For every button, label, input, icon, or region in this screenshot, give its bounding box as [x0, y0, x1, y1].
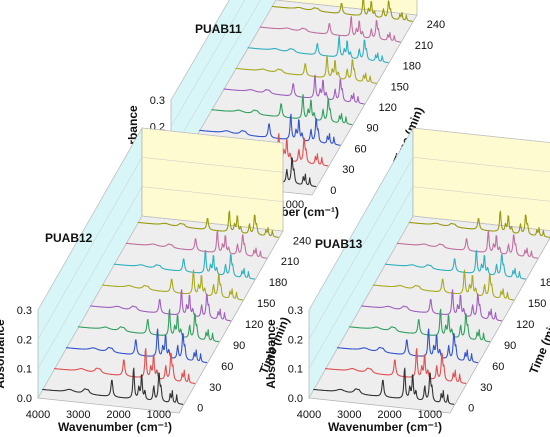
spectrum-trace-90min [78, 308, 220, 343]
panel-title: PUAB13 [315, 237, 363, 251]
spectrum-trace-120min [89, 289, 232, 322]
spectrum-trace-90min [349, 308, 491, 343]
y-tick-label: 0.0 [17, 393, 32, 405]
spectrum-trace-240min [271, 0, 413, 22]
x-tick-label: 1000 [418, 409, 442, 421]
y-axis-label: Absorbance [0, 319, 7, 389]
time-tick-label: 150 [257, 298, 275, 310]
spectrum-trace-180min [113, 249, 256, 280]
x-axis-label: Wavenumber (cm⁻¹) [328, 420, 442, 434]
gridline [170, 0, 261, 154]
time-tick-label: 210 [415, 40, 433, 52]
spectrum-trace-180min [384, 249, 527, 280]
y-tick-label: 0.3 [150, 95, 165, 107]
time-tick-label: 30 [342, 164, 354, 176]
spectrum-trace-120min [360, 289, 503, 322]
x-tick-label: 2000 [377, 409, 401, 421]
time-tick-label: 90 [233, 340, 245, 352]
spectrum-trace-150min [372, 269, 515, 301]
gridline [37, 186, 284, 369]
spectrum-trace-30min [54, 348, 196, 385]
time-tick-label: 150 [391, 81, 409, 93]
gridline [170, 0, 230, 101]
x-tick-label: 1000 [147, 409, 171, 421]
spectrum-trace-240min [408, 210, 550, 238]
time-tick-label: 240 [427, 19, 445, 31]
y-axis-label: Absorbance [264, 319, 278, 389]
spectrum-trace-90min [211, 94, 353, 126]
y-tick-label: 0.2 [288, 334, 303, 346]
x-tick-label: 3000 [337, 409, 361, 421]
x-tick-label: 1000 [280, 199, 304, 211]
x-tick-label: 4000 [26, 409, 50, 421]
time-tick-label: 60 [221, 361, 233, 373]
spectrum-trace-150min [101, 269, 244, 301]
time-tick-label: 0 [468, 403, 474, 415]
time-tick-label: 240 [293, 235, 311, 247]
back-wall [141, 127, 284, 232]
time-tick-label: 120 [245, 319, 263, 331]
time-tick-label: 30 [209, 382, 221, 394]
spectrum-trace-60min [66, 328, 208, 364]
time-tick-label: 180 [403, 61, 421, 73]
y-tick-label: 0.2 [17, 334, 32, 346]
gridline [37, 157, 284, 340]
x-axis-label: Wavenumber (cm⁻¹) [58, 420, 172, 434]
time-tick-label: 60 [492, 361, 504, 373]
y-tick-label: 0.3 [17, 305, 32, 317]
time-tick-label: 90 [366, 123, 378, 135]
spectrum-trace-210min [259, 15, 401, 43]
time-tick-label: 180 [269, 277, 287, 289]
spectrum-trace-180min [247, 35, 389, 64]
time-tick-label: 0 [197, 403, 203, 415]
time-tick-label: 120 [516, 319, 534, 331]
spectrum-trace-0min [313, 367, 455, 405]
time-tick-label: 180 [540, 277, 550, 289]
gridline [37, 127, 284, 311]
x-tick-label: 2000 [106, 409, 130, 421]
spectrum-trace-60min [199, 113, 341, 146]
spectrum-trace-240min [137, 210, 279, 238]
spectrum-trace-30min [325, 348, 467, 385]
y-tick-label: 0.0 [288, 393, 303, 405]
y-tick-label: 0.3 [288, 305, 303, 317]
panel-puab13: 24021018015012090603000.00.10.20.3400030… [264, 126, 550, 434]
time-tick-label: 120 [379, 102, 397, 114]
x-tick-label: 3000 [66, 409, 90, 421]
gridline [308, 157, 550, 340]
time-tick-label: 0 [330, 185, 336, 197]
spectrum-trace-120min [223, 74, 365, 105]
time-tick-label: 60 [354, 143, 366, 155]
time-tick-label: 210 [281, 256, 299, 268]
gridline [170, 0, 246, 127]
y-tick-label: 0.1 [17, 364, 32, 376]
back-wall [412, 127, 550, 231]
time-tick-label: 90 [504, 340, 516, 352]
gridline [308, 127, 550, 311]
spectrum-trace-0min [42, 367, 184, 405]
spectrum-trace-210min [396, 230, 538, 259]
y-tick-label: 0.1 [288, 364, 303, 376]
x-tick-label: 4000 [297, 409, 321, 421]
panel-title: PUAB11 [195, 22, 242, 36]
time-tick-label: 150 [528, 298, 546, 310]
spectrum-trace-210min [125, 230, 267, 259]
panel-title: PUAB12 [45, 231, 93, 245]
spectrum-trace-60min [337, 328, 479, 364]
spectrum-trace-150min [235, 55, 377, 84]
gridline [308, 186, 550, 369]
time-tick-label: 30 [480, 382, 492, 394]
